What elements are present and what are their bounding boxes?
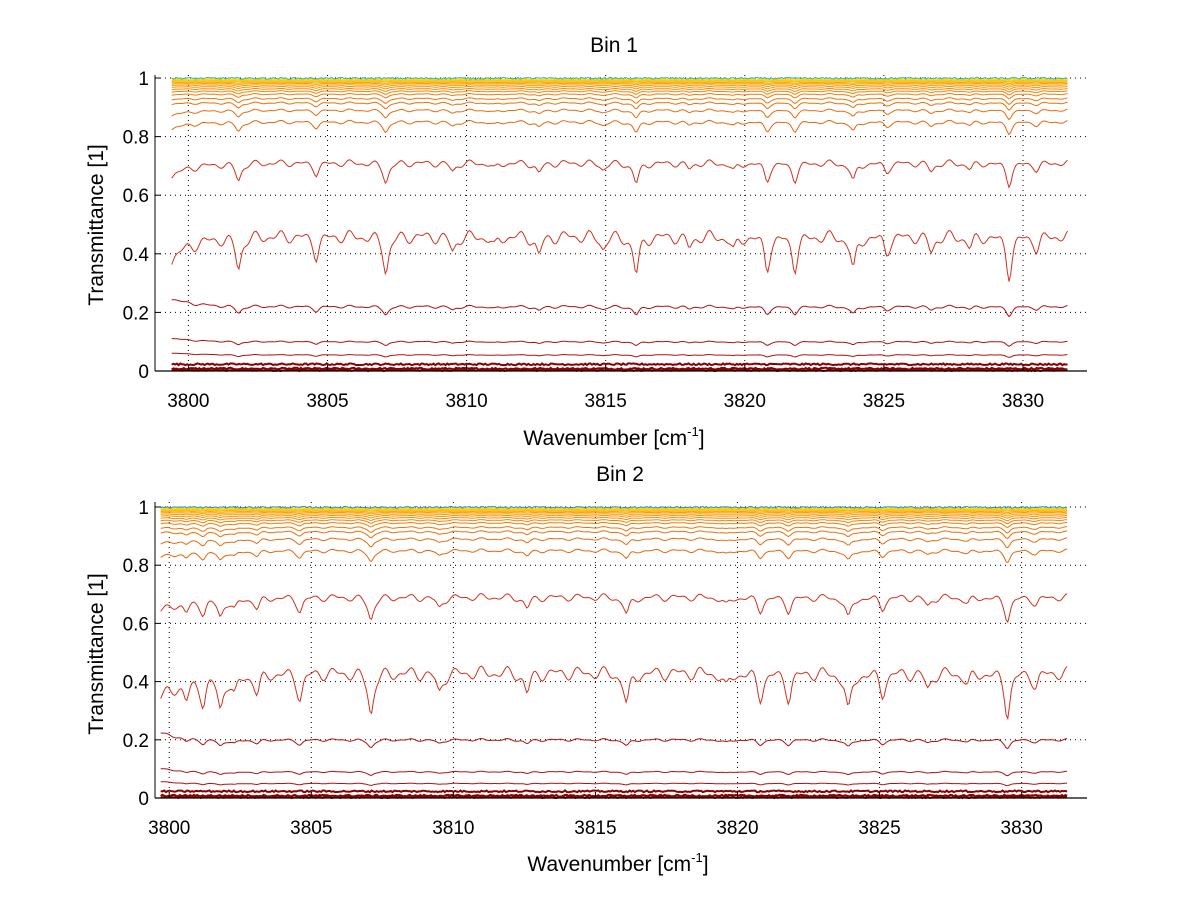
series-line-15 [160, 514, 1068, 519]
series-line-19 [160, 509, 1068, 512]
bin2-grid [155, 502, 1087, 798]
series-line-23 [160, 505, 1068, 509]
series-line-18 [160, 510, 1068, 514]
series-line-12 [160, 521, 1068, 528]
y-tick-label: 0.2 [123, 731, 149, 752]
series-line-5 [160, 732, 1068, 750]
series-line-17 [171, 82, 1068, 86]
y-tick-label: 0 [138, 789, 149, 810]
series-line-19 [171, 80, 1068, 83]
series-line-14 [160, 516, 1068, 522]
y-tick-label: 0.4 [123, 245, 150, 266]
series-line-20 [160, 508, 1068, 511]
series-line-1 [160, 793, 1068, 798]
x-tick-label: 3825 [863, 391, 905, 412]
series-line-20 [171, 79, 1068, 82]
x-tick-label: 3820 [716, 818, 758, 839]
series-line-12 [171, 92, 1068, 100]
series-line-11 [160, 525, 1068, 534]
series-line-11 [171, 97, 1068, 106]
y-tick-label: 0.8 [123, 128, 149, 149]
series-line-9 [171, 108, 1068, 121]
x-tick-label: 3800 [148, 818, 190, 839]
series-line-14 [171, 87, 1068, 93]
series-line-4 [171, 338, 1068, 347]
y-tick-label: 0 [138, 362, 149, 383]
series-line-8 [160, 548, 1068, 564]
bin1-grid [155, 75, 1087, 371]
y-tick-label: 0.4 [123, 673, 150, 694]
series-line-18 [171, 81, 1068, 85]
bin1-series [171, 76, 1068, 373]
series-line-23 [171, 76, 1068, 80]
x-tick-label: 3805 [306, 391, 348, 412]
x-tick-label: 3810 [445, 391, 487, 412]
bin2-x-ticks: 3800 3805 3810 3815 3820 3825 3830 [148, 792, 1043, 839]
series-line-8 [171, 119, 1068, 136]
bin1-title: Bin 1 [590, 34, 638, 57]
bin1-y-ticks: 0 0.2 0.4 0.6 0.8 1 [123, 69, 161, 383]
x-tick-label: 3800 [167, 391, 209, 412]
bin2-series [160, 505, 1068, 800]
x-tick-label: 3825 [858, 818, 900, 839]
series-line-15 [171, 85, 1068, 90]
y-tick-label: 1 [138, 498, 149, 519]
bin2-y-ticks: 0 0.2 0.4 0.6 0.8 1 [123, 498, 161, 810]
x-tick-label: 3805 [290, 818, 332, 839]
y-tick-label: 1 [138, 69, 149, 90]
bin2-y-axis-label: Transmittance [1] [85, 573, 108, 734]
y-tick-label: 0.2 [123, 303, 149, 324]
series-line-2 [171, 362, 1068, 367]
series-line-5 [171, 299, 1068, 318]
bin1-x-axis-label: Wavenumber [cm-1] [523, 424, 704, 450]
series-line-4 [160, 768, 1068, 777]
x-tick-label: 3830 [1002, 391, 1044, 412]
series-line-6 [171, 229, 1068, 282]
series-line-3 [171, 352, 1068, 358]
series-line-3 [160, 781, 1068, 787]
x-tick-label: 3815 [574, 818, 616, 839]
series-line-16 [171, 84, 1068, 88]
bin1-axes [154, 75, 1087, 372]
bin2-plot: Bin 2 3800 3805 3810 3815 3820 3825 3830 00.20… [85, 463, 1087, 876]
series-line-17 [160, 511, 1068, 515]
bin1-x-ticks: 3800 3805 3810 3815 3820 3825 3830 [167, 365, 1044, 412]
x-tick-label: 3815 [585, 391, 627, 412]
y-tick-label: 0.6 [123, 186, 149, 207]
bin1-y-axis-label: Transmittance [1] [85, 144, 108, 305]
series-line-16 [160, 513, 1068, 517]
bin1-plot: Bin 1 3800 3805 3810 3815 3820 3825 3830 00.20… [85, 34, 1087, 450]
x-tick-label: 3830 [1001, 818, 1043, 839]
series-line-6 [160, 665, 1068, 721]
bin2-title: Bin 2 [596, 463, 644, 486]
series-line-9 [160, 537, 1068, 549]
bin2-axes [154, 502, 1087, 799]
x-tick-label: 3810 [432, 818, 474, 839]
series-line-10 [171, 101, 1068, 111]
series-line-2 [160, 789, 1068, 794]
series-line-7 [160, 592, 1068, 624]
y-tick-label: 0.6 [123, 614, 149, 635]
y-tick-label: 0.8 [123, 556, 149, 577]
series-line-1 [171, 366, 1068, 371]
series-line-10 [160, 530, 1068, 540]
series-line-7 [171, 159, 1068, 189]
series-line-13 [160, 519, 1068, 525]
x-tick-label: 3820 [724, 391, 766, 412]
bin2-x-axis-label: Wavenumber [cm-1] [527, 850, 708, 876]
series-line-13 [171, 90, 1068, 96]
